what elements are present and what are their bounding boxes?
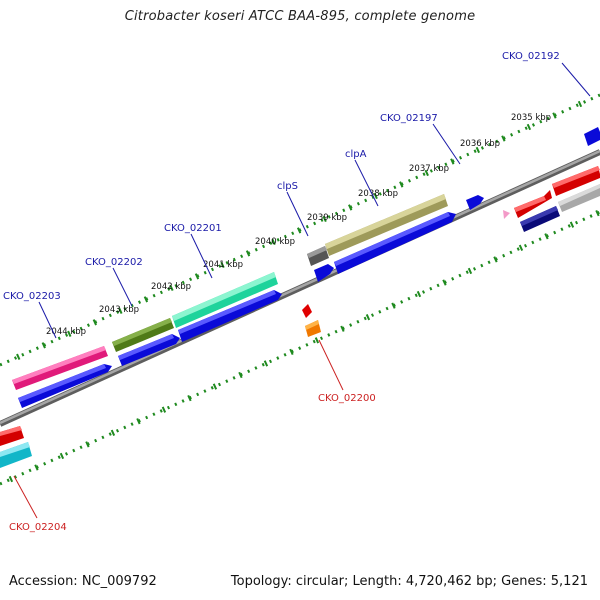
scale-tick <box>271 238 276 246</box>
scale-tick <box>544 233 549 240</box>
cds-red-right[interactable] <box>514 166 600 218</box>
cds-silver[interactable] <box>558 184 600 212</box>
scale-tick <box>238 371 243 379</box>
scale-tick <box>314 337 320 344</box>
scale-tick <box>416 290 422 298</box>
gene-label-cko-02197: CKO_02197 <box>380 113 438 124</box>
genome-backbone <box>0 149 600 427</box>
tick-label-2036: 2036 kbp <box>460 139 500 149</box>
cds-grey[interactable] <box>307 246 329 266</box>
cds-cyan-left[interactable] <box>0 442 32 468</box>
scale-tick <box>467 267 473 275</box>
kbp-tick-labels: 2035 kbp 2036 kbp 2037 kbp 2038 kbp 2039… <box>46 113 551 337</box>
scale-tick <box>526 123 532 131</box>
scale-tick <box>169 284 174 291</box>
tick-label-2037: 2037 kbp <box>409 164 449 174</box>
scale-tick <box>59 452 65 460</box>
scale-tick <box>34 464 39 471</box>
scale-tick <box>67 330 72 337</box>
scale-tick <box>187 394 192 402</box>
tick-label-2040: 2040 kbp <box>255 237 295 247</box>
scale-tick <box>365 314 371 321</box>
scale-tick <box>245 250 251 257</box>
scale-tick <box>220 261 225 269</box>
scale-tick <box>161 406 167 413</box>
reverse-gene-labels: CKO_02200 CKO_02204 <box>9 393 376 533</box>
tick-label-2043: 2043 kbp <box>99 305 139 315</box>
scale-tick <box>373 192 378 200</box>
scale-tick <box>194 273 200 280</box>
tick-label-2038: 2038 kbp <box>358 189 398 199</box>
gene-label-cko-02201: CKO_02201 <box>164 223 222 234</box>
scale-tick <box>475 146 480 154</box>
scale-tick <box>442 279 447 286</box>
outer-scale-track <box>0 93 600 367</box>
scale-tick <box>501 135 506 142</box>
cds-red-left[interactable] <box>0 426 24 446</box>
scale-tick <box>424 169 429 177</box>
scale-tick <box>518 244 524 251</box>
inner-scale-track <box>0 210 600 486</box>
scale-tick <box>322 215 327 223</box>
cds-teal[interactable] <box>172 272 278 328</box>
scale-tick <box>595 210 600 217</box>
scale-tick <box>143 296 149 303</box>
cds-orange-reverse[interactable] <box>305 320 321 337</box>
tick-label-2044: 2044 kbp <box>46 327 86 337</box>
tick-label-2042: 2042 kbp <box>151 282 191 292</box>
gene-label-cko-02204: CKO_02204 <box>9 522 67 533</box>
gene-label-cko-02200: CKO_02200 <box>318 393 376 404</box>
gene-label-cko-02203: CKO_02203 <box>3 291 61 302</box>
tick-label-2035: 2035 kbp <box>511 113 551 123</box>
gene-callout-lines <box>38 62 591 339</box>
forward-gene-labels: CKO_02192 CKO_02197 clpA clpS CKO_02201 … <box>3 51 560 302</box>
scale-tick <box>92 319 97 326</box>
cds-khaki[interactable] <box>325 194 448 256</box>
scale-tick <box>289 348 294 356</box>
scale-tick <box>450 158 455 165</box>
gene-label-clpa: clpA <box>345 149 367 160</box>
cds-red-reverse[interactable] <box>302 304 312 318</box>
topology-text: Topology: circular; Length: 4,720,462 bp… <box>230 574 588 589</box>
gene-label-cko-02192: CKO_02192 <box>502 51 560 62</box>
accession-text: Accession: NC_009792 <box>9 574 157 589</box>
gene-label-cko-02202: CKO_02202 <box>85 257 143 268</box>
scale-tick <box>399 181 404 188</box>
cds-blue-row[interactable] <box>18 127 600 408</box>
gene-label-clps: clpS <box>277 181 298 192</box>
forward-cds-features[interactable] <box>12 127 600 408</box>
scale-tick <box>263 360 269 367</box>
cds-olive[interactable] <box>112 318 174 352</box>
scale-tick <box>118 307 123 314</box>
cds-navy[interactable] <box>520 206 560 232</box>
reverse-callout-lines <box>13 339 344 519</box>
scale-tick <box>493 256 498 263</box>
scale-tick <box>212 383 218 390</box>
scale-tick <box>391 302 396 309</box>
scale-tick <box>577 100 583 108</box>
scale-tick <box>85 441 90 448</box>
scale-tick <box>8 475 14 483</box>
cds-pink[interactable] <box>12 346 108 390</box>
scale-tick <box>296 227 302 234</box>
scale-tick <box>16 353 21 360</box>
tick-label-2039: 2039 kbp <box>307 213 347 223</box>
cds-pink-small[interactable] <box>503 210 510 219</box>
scale-tick <box>340 325 345 332</box>
map-title: Citrobacter koseri ATCC BAA-895, complet… <box>124 9 476 24</box>
tick-label-2041: 2041 kbp <box>203 260 243 270</box>
scale-tick <box>569 221 575 228</box>
scale-tick <box>41 342 46 349</box>
scale-tick <box>110 429 116 436</box>
scale-tick <box>552 112 557 119</box>
reverse-cds-features[interactable] <box>0 304 321 468</box>
scale-tick <box>348 204 353 211</box>
scale-tick <box>136 418 141 425</box>
